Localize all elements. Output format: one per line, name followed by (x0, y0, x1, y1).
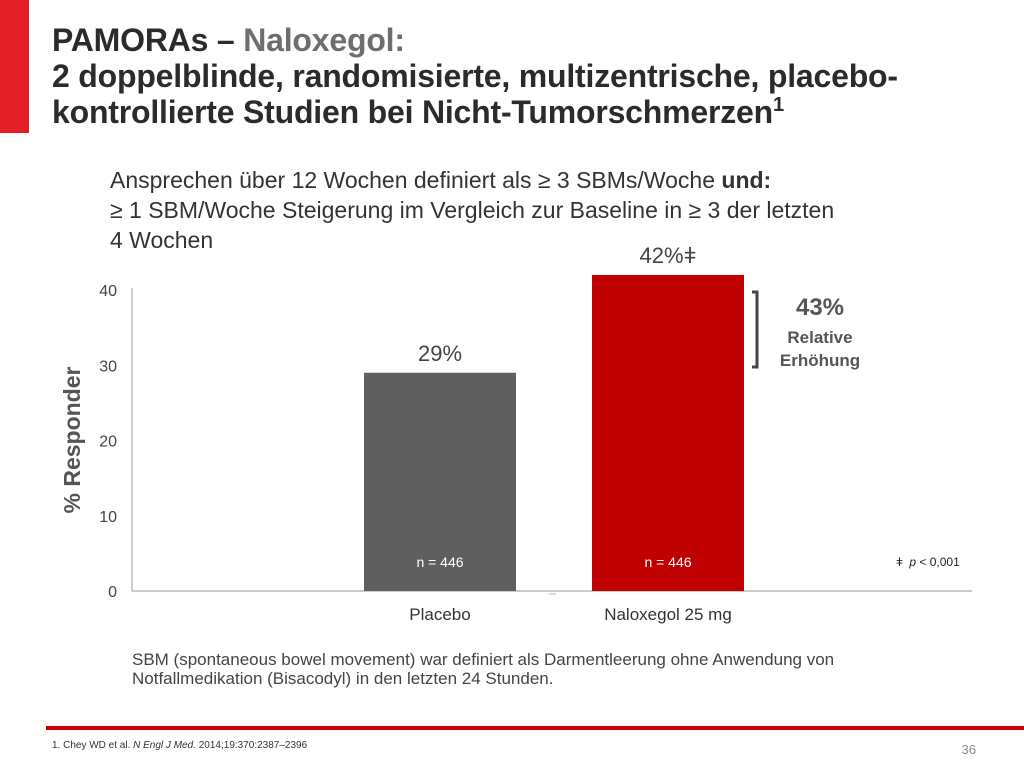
reference-suffix: 2014;19:370:2387–2396 (195, 740, 308, 751)
definition-line-1-text: Ansprechen über 12 Wochen definiert als … (110, 167, 722, 193)
red-accent-tab (0, 0, 29, 133)
y-tick-label: 20 (99, 434, 117, 451)
relative-increase-percent: 43% (796, 294, 844, 321)
significance-note: ǂ p < 0,001 (896, 555, 960, 569)
definition-line-3: 4 Wochen (110, 227, 214, 253)
footer-divider (46, 726, 1024, 730)
y-tick-label: 40 (99, 283, 117, 300)
value-label-placebo: 29% (418, 341, 462, 366)
bar-group (364, 274, 744, 591)
bar-placebo (364, 372, 516, 591)
title-part-1: PAMORAs – (52, 22, 244, 58)
page-number: 36 (961, 742, 976, 757)
title-line-3: kontrollierte Studien bei Nicht-Tumorsch… (52, 94, 1012, 130)
category-label-placebo: Placebo (409, 605, 470, 624)
reference-prefix: 1. Chey WD et al. (52, 740, 134, 751)
title-line-3-text: kontrollierte Studien bei Nicht-Tumorsch… (52, 94, 773, 130)
y-tick-label: 10 (99, 509, 117, 526)
y-tick-label: 0 (108, 584, 117, 601)
n-label-placebo: n = 446 (416, 554, 463, 570)
definition-line-2: ≥ 1 SBM/Woche Steigerung im Vergleich zu… (110, 197, 835, 223)
relative-increase-line2: Erhöhung (780, 351, 860, 370)
n-label-naloxegol: n = 446 (644, 554, 691, 570)
significance-p: p (908, 555, 916, 569)
title-superscript: 1 (772, 94, 784, 116)
bar-naloxegol (592, 274, 744, 591)
y-axis-ticks: 0 10 20 30 40 (99, 283, 117, 601)
category-label-naloxegol: Naloxegol 25 mg (604, 605, 732, 624)
response-definition: Ansprechen über 12 Wochen definiert als … (110, 165, 990, 255)
title-part-2: Naloxegol: (243, 22, 405, 58)
title-line-1: PAMORAs – Naloxegol: (52, 22, 1012, 58)
reference-journal: N Engl J Med. (133, 740, 196, 751)
definition-line-1: Ansprechen über 12 Wochen definiert als … (110, 165, 990, 195)
significance-text: < 0,001 (919, 555, 960, 569)
relative-increase-line1: Relative (787, 328, 852, 347)
sbm-note-line-1: SBM (spontaneous bowel movement) war def… (132, 650, 835, 669)
title-line-2: 2 doppelblinde, randomisierte, multizent… (52, 58, 898, 94)
reference-citation: 1. Chey WD et al. N Engl J Med. 2014;19:… (52, 740, 307, 751)
y-tick-label: 30 (99, 358, 117, 375)
sbm-definition-note: SBM (spontaneous bowel movement) war def… (132, 650, 992, 688)
significance-symbol: ǂ (896, 555, 903, 569)
value-label-naloxegol: 42%ǂ (640, 243, 697, 268)
definition-line-1-bold: und: (721, 167, 772, 193)
page-title: PAMORAs – Naloxegol: 2 doppelblinde, ran… (52, 22, 1012, 130)
relative-increase-bracket (752, 290, 759, 369)
y-axis-label: % Responder (59, 366, 85, 513)
sbm-note-line-2: Notfallmedikation (Bisacodyl) in den let… (132, 669, 554, 688)
